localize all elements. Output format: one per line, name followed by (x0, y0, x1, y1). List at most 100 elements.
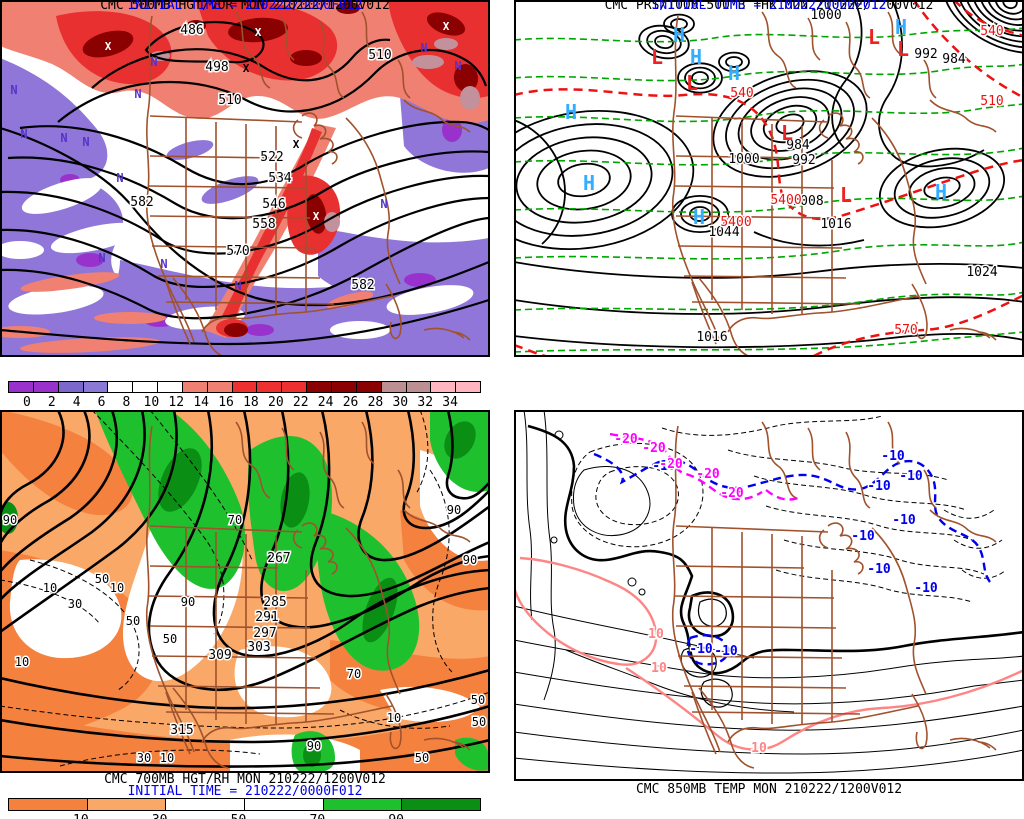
svg-text:1000: 1000 (810, 8, 841, 23)
svg-text:L: L (781, 121, 793, 145)
colorbar-segment (9, 382, 34, 392)
svg-text:H: H (728, 61, 740, 85)
svg-text:1016: 1016 (696, 330, 727, 345)
colorbar-segment (381, 382, 407, 392)
svg-text:N: N (82, 135, 89, 149)
svg-text:N: N (150, 55, 157, 69)
colorbar-segment (282, 382, 308, 392)
svg-text:H: H (693, 205, 705, 229)
svg-text:90: 90 (181, 595, 195, 609)
svg-text:5400: 5400 (770, 193, 801, 208)
svg-text:1000: 1000 (728, 152, 759, 167)
initial-time-700mb: INITIAL TIME = 210222/0000F012 (127, 784, 363, 799)
svg-text:558: 558 (252, 217, 275, 232)
svg-text:30: 30 (137, 751, 151, 765)
colorbar-tick: 30 (152, 813, 168, 819)
svg-text:540: 540 (980, 24, 1003, 39)
svg-text:X: X (443, 20, 450, 33)
colorbar-segment (87, 799, 167, 810)
svg-text:10: 10 (160, 751, 174, 765)
svg-text:-20: -20 (659, 457, 683, 472)
temp-minus10-line (593, 452, 991, 666)
svg-text:-10: -10 (881, 449, 905, 464)
svg-text:-10: -10 (867, 562, 891, 577)
colorbar-segment (182, 382, 208, 392)
temp-thin-solid-contours (514, 410, 1024, 774)
colorbar-tick: 20 (268, 395, 284, 410)
svg-text:582: 582 (351, 278, 374, 293)
svg-text:297: 297 (253, 626, 276, 641)
svg-text:-10: -10 (689, 642, 713, 657)
colorbar-tick: 10 (143, 395, 160, 410)
svg-text:-10: -10 (899, 469, 923, 484)
svg-text:10: 10 (110, 581, 124, 595)
svg-text:285: 285 (263, 595, 286, 610)
svg-text:N: N (134, 87, 141, 101)
map-frame (0, 0, 490, 357)
colorbar-segment (108, 382, 134, 392)
colorbar-tick: 14 (193, 395, 209, 410)
svg-text:315: 315 (170, 723, 193, 738)
svg-text:546: 546 (262, 197, 285, 212)
colorbar-segment (232, 382, 258, 392)
colorbar-segment (9, 799, 88, 810)
colorbar-tick: 50 (231, 813, 247, 819)
height-contours-700mb (0, 410, 490, 768)
panel-title-500mb: CMC 500MB HGT/VOR MON 210222/1200V012 (100, 0, 390, 13)
svg-text:50: 50 (472, 715, 486, 729)
colorbar-segment (402, 799, 481, 810)
svg-text:-10: -10 (914, 581, 938, 596)
svg-text:50: 50 (95, 572, 109, 586)
thickness-green-dashed (514, 27, 1024, 353)
svg-text:10: 10 (387, 711, 401, 725)
svg-text:N: N (234, 279, 241, 293)
svg-text:-20: -20 (642, 441, 666, 456)
svg-text:N: N (380, 197, 387, 211)
colorbar-tick: 30 (392, 395, 409, 410)
colorbar-tick: 12 (168, 395, 185, 410)
svg-text:70: 70 (228, 513, 242, 527)
svg-text:N: N (116, 171, 123, 185)
humidity-fills (0, 410, 490, 773)
svg-text:L: L (651, 45, 663, 69)
colorbar-tick: 10 (73, 813, 89, 819)
map-frame (514, 410, 1024, 781)
colorbar-segment (158, 382, 183, 392)
vorticity-colorbar: 0 2 4 6 8 10 12 14 16 18 20 22 24 26 28 30 32 34 (8, 381, 481, 410)
map-frame (514, 0, 1024, 357)
temp-zero-line (527, 424, 1024, 675)
svg-text:H: H (690, 45, 702, 69)
svg-text:582: 582 (130, 195, 153, 210)
colorbar-segment (323, 799, 403, 810)
temp-plus10-line (514, 556, 1024, 751)
svg-text:-10: -10 (851, 529, 875, 544)
svg-text:534: 534 (268, 171, 292, 186)
colorbar-tick: 6 (97, 395, 106, 410)
colorbar-tick: 8 (122, 395, 131, 410)
colorbar-segment (431, 382, 457, 392)
svg-text:L: L (686, 71, 698, 95)
svg-text:309: 309 (208, 648, 231, 663)
svg-text:70: 70 (347, 667, 361, 681)
colorbar-tick: 16 (218, 395, 234, 410)
svg-text:486: 486 (180, 23, 203, 38)
colorbar-tick: 0 (22, 395, 31, 410)
colorbar-segment (331, 382, 357, 392)
svg-text:-10: -10 (892, 513, 916, 528)
svg-text:H: H (895, 15, 907, 39)
svg-text:N: N (454, 59, 461, 73)
colorbar-segment (133, 382, 159, 392)
humidity-colorbar: 10 30 50 70 90 (8, 798, 481, 819)
svg-text:984: 984 (942, 52, 966, 67)
svg-text:-10: -10 (867, 479, 891, 494)
svg-text:992: 992 (914, 47, 937, 62)
svg-text:H: H (673, 23, 685, 47)
colorbar-segment (307, 382, 332, 392)
svg-text:10: 10 (43, 581, 57, 595)
